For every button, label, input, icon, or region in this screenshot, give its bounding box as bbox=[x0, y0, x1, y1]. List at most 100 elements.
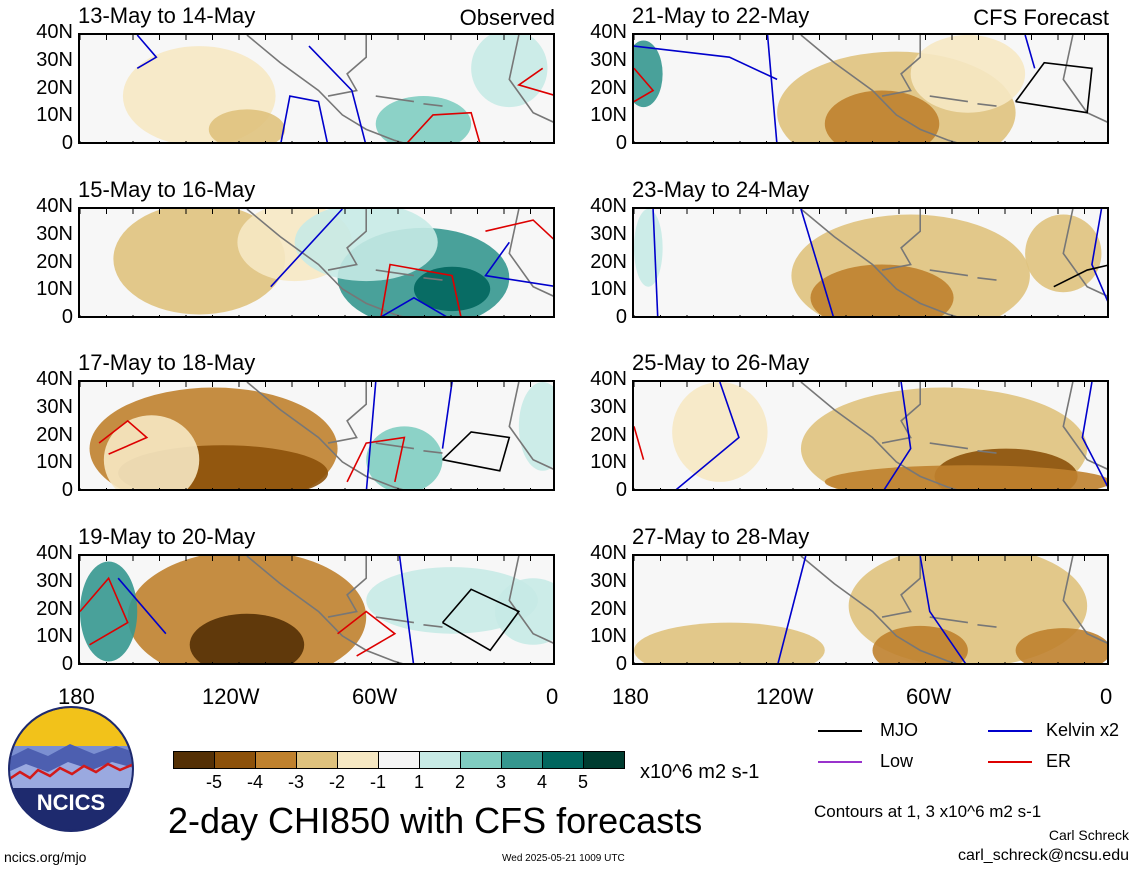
contour-line bbox=[270, 209, 343, 288]
panel-title: 13-May to 14-May bbox=[78, 3, 256, 28]
colorbar-cell bbox=[255, 751, 297, 769]
anomaly-shading bbox=[471, 35, 548, 108]
lat-tick-label: 10N bbox=[590, 278, 627, 301]
anomaly-shading bbox=[634, 209, 663, 287]
lat-tick-label: 0 bbox=[615, 653, 627, 675]
panel-tag: CFS Forecast bbox=[973, 5, 1109, 30]
colorbar-cell bbox=[501, 751, 543, 769]
contour-line bbox=[634, 45, 778, 81]
contour-line bbox=[484, 241, 553, 287]
panel-title: 15-May to 16-May bbox=[78, 177, 256, 202]
legend-line-low bbox=[818, 761, 862, 763]
lat-tick-label: 30N bbox=[590, 569, 627, 592]
panel-title: 27-May to 28-May bbox=[632, 524, 810, 549]
colorbar-cell bbox=[173, 751, 215, 769]
lat-tick-label: 0 bbox=[61, 306, 73, 328]
lat-tick-label: 10N bbox=[590, 104, 627, 127]
map-panel bbox=[78, 554, 555, 665]
legend-line-mjo bbox=[818, 730, 862, 732]
anomaly-shading bbox=[413, 266, 491, 312]
colorbar-tick-label: 1 bbox=[413, 772, 424, 792]
anomaly-shading bbox=[127, 556, 367, 663]
anomaly-shading bbox=[810, 264, 954, 316]
map-canvas bbox=[80, 556, 553, 663]
contour-line bbox=[1081, 382, 1107, 487]
contour-line bbox=[1024, 35, 1036, 69]
colorbar-cell bbox=[378, 751, 420, 769]
anomaly-shading bbox=[189, 613, 305, 663]
lat-tick-label: 40N bbox=[36, 21, 73, 43]
colorbar-tick-label: -5 bbox=[205, 772, 222, 792]
contour-line bbox=[365, 382, 377, 489]
coastline bbox=[246, 35, 553, 142]
contour-line bbox=[777, 556, 807, 663]
lat-tick-label: 0 bbox=[615, 306, 627, 328]
colorbar-cell bbox=[296, 751, 338, 769]
contour-line bbox=[883, 382, 912, 489]
panel-title: 25-May to 26-May bbox=[632, 350, 810, 375]
map-panel bbox=[632, 207, 1109, 318]
colorbar-cell bbox=[542, 751, 584, 769]
lat-tick-label: 20N bbox=[590, 423, 627, 446]
lat-tick-label: 30N bbox=[36, 222, 73, 245]
lat-tick-label: 10N bbox=[36, 104, 73, 127]
contour-line bbox=[441, 431, 511, 472]
legend-label-mjo: MJO bbox=[880, 720, 918, 740]
lat-tick-label: 30N bbox=[590, 222, 627, 245]
coastline bbox=[800, 209, 1107, 316]
map-panel bbox=[632, 380, 1109, 491]
contour-line bbox=[346, 436, 406, 483]
lat-tick-label: 0 bbox=[615, 132, 627, 154]
author-email[interactable]: carl_schreck@ncsu.edu bbox=[958, 847, 1129, 864]
contour-line bbox=[652, 209, 659, 316]
ncics-logo: NCICS bbox=[8, 706, 134, 832]
lat-tick-label: 10N bbox=[590, 625, 627, 648]
lat-tick-label: 20N bbox=[36, 423, 73, 446]
contour-line bbox=[406, 111, 481, 142]
map-canvas bbox=[634, 556, 1107, 663]
lat-tick-label: 0 bbox=[61, 132, 73, 154]
map-canvas bbox=[634, 382, 1107, 489]
anomaly-shading bbox=[208, 109, 286, 142]
coastline bbox=[800, 35, 1107, 142]
lat-tick-label: 40N bbox=[36, 195, 73, 217]
colorbar-tick-label: -4 bbox=[246, 772, 263, 792]
coastline bbox=[246, 209, 553, 316]
anomaly-shading bbox=[672, 382, 768, 482]
anomaly-shading bbox=[366, 426, 443, 489]
contour-line bbox=[634, 67, 655, 103]
anomaly-shading bbox=[634, 622, 825, 663]
map-canvas bbox=[80, 35, 553, 142]
contour-line bbox=[485, 219, 553, 240]
anomaly-shading bbox=[910, 35, 1026, 113]
lat-tick-label: 30N bbox=[36, 48, 73, 71]
lon-tick-120w-left: 120W bbox=[202, 684, 260, 709]
colorbar-units: x10^6 m2 s-1 bbox=[640, 761, 760, 783]
anomaly-shading bbox=[1015, 628, 1107, 663]
anomaly-shading bbox=[518, 382, 553, 471]
contour-line bbox=[280, 95, 328, 142]
lat-tick-label: 20N bbox=[36, 76, 73, 99]
anomaly-shading bbox=[824, 90, 940, 142]
lon-tick-180-right: 180 bbox=[612, 684, 649, 709]
site-link[interactable]: ncics.org/mjo bbox=[4, 849, 87, 865]
legend-line-er bbox=[988, 761, 1032, 763]
lat-tick-label: 10N bbox=[36, 451, 73, 474]
contour-line bbox=[441, 588, 521, 652]
panel-title: 23-May to 24-May bbox=[632, 177, 810, 202]
lat-tick-label: 0 bbox=[61, 653, 73, 675]
figure-title: 2-day CHI850 with CFS forecasts bbox=[168, 800, 703, 841]
lat-tick-label: 0 bbox=[61, 479, 73, 501]
colorbar-cell bbox=[214, 751, 256, 769]
lon-tick-180-left: 180 bbox=[58, 684, 95, 709]
map-canvas bbox=[634, 35, 1107, 142]
contour-line bbox=[766, 35, 778, 142]
map-panel bbox=[78, 380, 555, 491]
anomaly-shading bbox=[294, 209, 438, 282]
colorbar-tick-label: 4 bbox=[536, 772, 547, 792]
anomaly-shading bbox=[495, 578, 553, 645]
contour-line bbox=[634, 426, 645, 460]
anomaly-shading bbox=[103, 415, 200, 489]
lat-tick-label: 30N bbox=[36, 395, 73, 418]
panel-title: 19-May to 20-May bbox=[78, 524, 256, 549]
